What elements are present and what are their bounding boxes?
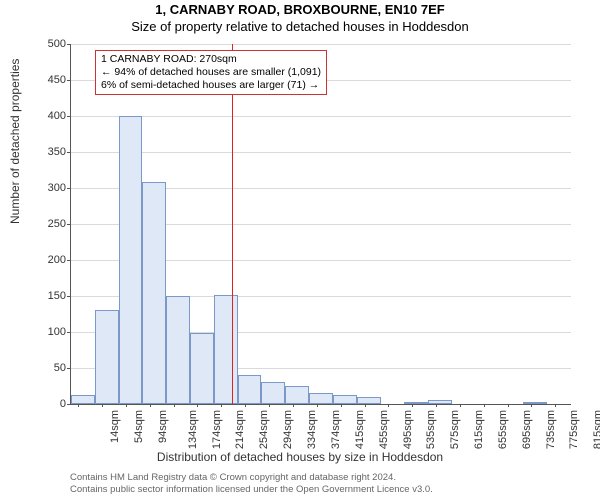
y-tick-label: 450 (26, 74, 66, 86)
histogram-bar (238, 375, 262, 404)
x-tick-label: 695sqm (521, 410, 533, 449)
y-axis-title: Number of detached properties (8, 59, 22, 224)
x-tick (126, 404, 127, 407)
x-tick-label: 735sqm (545, 410, 557, 449)
y-tick-label: 250 (26, 218, 66, 230)
y-tick-label: 0 (26, 398, 66, 410)
x-tick (197, 404, 198, 407)
x-tick (317, 404, 318, 407)
y-tick-label: 500 (26, 38, 66, 50)
x-tick-label: 455sqm (378, 410, 390, 449)
x-tick (412, 404, 413, 407)
x-tick (341, 404, 342, 407)
histogram-bar (261, 382, 285, 404)
x-tick (174, 404, 175, 407)
x-tick (293, 404, 294, 407)
gridline-h (71, 116, 571, 117)
x-tick-label: 174sqm (211, 410, 223, 449)
y-tick-label: 400 (26, 110, 66, 122)
x-tick-label: 775sqm (568, 410, 580, 449)
histogram-bar (285, 386, 309, 404)
plot-area: 1 CARNABY ROAD: 270sqm← 94% of detached … (70, 44, 571, 405)
gridline-h (71, 44, 571, 45)
y-tick (67, 296, 70, 297)
x-tick (221, 404, 222, 407)
chart-container: { "title_line1": "1, CARNABY ROAD, BROXB… (0, 0, 600, 500)
y-tick-label: 350 (26, 146, 66, 158)
x-tick-label: 815sqm (592, 410, 600, 449)
y-tick (67, 368, 70, 369)
x-tick-label: 655sqm (497, 410, 509, 449)
histogram-bar (95, 310, 119, 404)
x-tick (508, 404, 509, 407)
histogram-bar (309, 393, 333, 404)
histogram-bar (333, 395, 357, 404)
x-tick-label: 575sqm (449, 410, 461, 449)
footer-attribution: Contains HM Land Registry data © Crown c… (70, 472, 433, 496)
histogram-bar (404, 402, 428, 404)
histogram-bar (214, 295, 238, 404)
x-tick (365, 404, 366, 407)
reference-line (232, 44, 233, 404)
x-tick-label: 54sqm (133, 410, 145, 443)
chart-title-address: 1, CARNABY ROAD, BROXBOURNE, EN10 7EF (0, 2, 600, 17)
x-tick (531, 404, 532, 407)
x-tick-label: 415sqm (354, 410, 366, 449)
y-tick-label: 100 (26, 326, 66, 338)
x-tick-label: 254sqm (258, 410, 270, 449)
chart-subtitle: Size of property relative to detached ho… (0, 19, 600, 34)
x-tick-label: 334sqm (306, 410, 318, 449)
x-tick-label: 14sqm (109, 410, 121, 443)
x-tick (555, 404, 556, 407)
x-tick-label: 615sqm (473, 410, 485, 449)
x-tick (388, 404, 389, 407)
footer-line-1: Contains HM Land Registry data © Crown c… (70, 472, 433, 484)
x-tick-label: 134sqm (187, 410, 199, 449)
annotation-line3: 6% of semi-detached houses are larger (7… (101, 79, 321, 92)
x-tick-label: 535sqm (426, 410, 438, 449)
x-tick (269, 404, 270, 407)
x-tick-label: 94sqm (157, 410, 169, 443)
y-tick-label: 150 (26, 290, 66, 302)
x-tick-label: 495sqm (402, 410, 414, 449)
y-tick (67, 188, 70, 189)
x-tick (460, 404, 461, 407)
x-tick (78, 404, 79, 407)
y-tick-label: 200 (26, 254, 66, 266)
annotation-box: 1 CARNABY ROAD: 270sqm← 94% of detached … (95, 50, 327, 95)
annotation-line1: 1 CARNABY ROAD: 270sqm (101, 53, 321, 66)
y-tick (67, 332, 70, 333)
x-tick (484, 404, 485, 407)
y-tick (67, 44, 70, 45)
x-axis-title: Distribution of detached houses by size … (0, 450, 600, 464)
y-tick (67, 80, 70, 81)
histogram-bar (190, 333, 214, 404)
histogram-bar (166, 296, 190, 404)
histogram-bar (119, 116, 143, 404)
y-tick (67, 152, 70, 153)
histogram-bar (71, 395, 95, 404)
x-tick-label: 294sqm (282, 410, 294, 449)
y-tick-label: 50 (26, 362, 66, 374)
x-tick (245, 404, 246, 407)
y-tick (67, 116, 70, 117)
x-tick-label: 374sqm (330, 410, 342, 449)
x-tick (436, 404, 437, 407)
x-tick-label: 214sqm (235, 410, 247, 449)
histogram-bar (142, 182, 166, 404)
histogram-bar (428, 400, 452, 404)
x-tick (150, 404, 151, 407)
gridline-h (71, 152, 571, 153)
x-tick (102, 404, 103, 407)
footer-line-2: Contains public sector information licen… (70, 484, 433, 496)
y-tick-label: 300 (26, 182, 66, 194)
annotation-line2: ← 94% of detached houses are smaller (1,… (101, 66, 321, 79)
histogram-bar (523, 402, 547, 404)
y-tick (67, 404, 70, 405)
histogram-bar (357, 397, 381, 404)
y-tick (67, 224, 70, 225)
y-tick (67, 260, 70, 261)
